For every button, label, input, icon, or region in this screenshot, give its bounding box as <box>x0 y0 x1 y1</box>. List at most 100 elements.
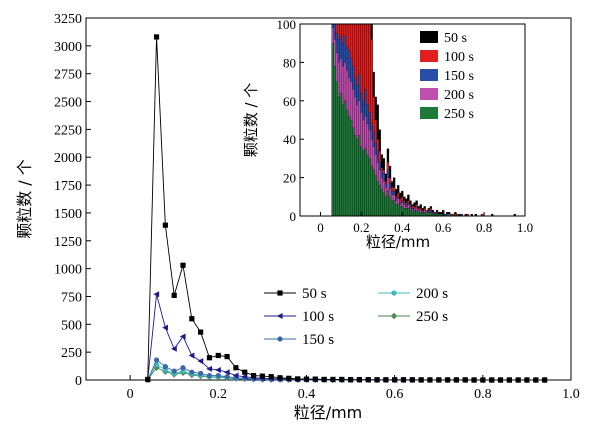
main-legend-marker <box>277 290 283 296</box>
inset-bar <box>380 188 383 217</box>
main-legend-item: 50 s <box>264 286 327 302</box>
data-point <box>224 354 230 360</box>
main-legend-item: 100 s <box>264 309 334 325</box>
inset-bar <box>352 127 355 217</box>
main-y-tick-label: 750 <box>61 290 82 305</box>
inset-legend-label: 100 s <box>444 50 474 65</box>
data-point <box>330 376 336 383</box>
inset-legend-item: 200 s <box>420 88 474 103</box>
inset-legend-label: 250 s <box>444 107 474 122</box>
main-y-tick-label: 500 <box>61 318 82 333</box>
inset-bar <box>364 148 367 217</box>
inset-bar <box>331 43 334 217</box>
data-point <box>453 377 459 383</box>
main-x-tick-label: 0.8 <box>474 387 492 402</box>
data-point <box>383 377 389 383</box>
inset-bar <box>421 212 424 217</box>
data-point <box>215 366 221 373</box>
inset-bar <box>378 185 381 217</box>
inset-bar <box>413 210 416 217</box>
inset-bar <box>419 212 422 217</box>
inset-legend-item: 100 s <box>420 50 474 65</box>
data-point <box>444 377 451 383</box>
inset-x-axis-label: 粒径/mm <box>366 233 430 251</box>
data-point <box>232 372 239 379</box>
inset-legend: 50 s 100 s 150 s 200 s 250 s <box>420 31 474 122</box>
data-point <box>198 370 204 376</box>
main-legend-label: 100 s <box>302 309 334 325</box>
inset-bar <box>411 212 414 217</box>
main-chart: 0250500750100012501500175020002250250027… <box>15 12 580 422</box>
inset-legend-item: 50 s <box>420 31 467 46</box>
inset-y-tick-label: 100 <box>277 17 297 32</box>
data-point <box>180 262 186 268</box>
inset-bar <box>407 208 410 217</box>
inset-bar <box>429 212 433 217</box>
series-50s <box>145 34 548 383</box>
inset-x-tick-label: 0.4 <box>394 220 411 235</box>
data-point <box>171 368 177 374</box>
main-y-tick-label: 1250 <box>54 235 82 250</box>
inset-bar <box>335 81 338 217</box>
data-point <box>515 377 521 383</box>
main-x-tick-label: 0.4 <box>298 387 316 402</box>
data-point <box>533 377 539 383</box>
main-legend-label: 150 s <box>302 332 334 348</box>
data-point <box>233 365 239 371</box>
inset-bar <box>337 96 341 217</box>
inset-bar <box>339 92 343 217</box>
data-point <box>339 376 345 383</box>
inset-bar <box>392 200 396 217</box>
inset-legend-swatch <box>420 88 438 100</box>
inset-bar <box>397 204 400 217</box>
data-point <box>215 352 221 359</box>
inset-x-tick-label: 1.0 <box>517 220 533 235</box>
inset-bar <box>349 119 353 217</box>
inset-bar <box>362 150 365 217</box>
inset-bar <box>370 165 373 217</box>
data-point <box>497 377 504 383</box>
inset-bar <box>386 190 390 217</box>
inset-bar <box>356 139 359 217</box>
data-point <box>268 374 274 380</box>
inset-bar <box>333 66 336 217</box>
main-y-tick-label: 1500 <box>54 207 82 222</box>
inset-bar <box>384 196 388 217</box>
data-point <box>480 377 486 383</box>
inset-bar <box>368 158 371 217</box>
data-point <box>198 329 204 335</box>
data-point <box>197 358 204 365</box>
inset-x-axis: 0 0.2 0.4 0.6 0.8 1.0 <box>317 212 533 235</box>
data-point <box>153 291 160 298</box>
main-y-tick-label: 2750 <box>54 68 82 83</box>
data-point <box>489 377 495 383</box>
data-point <box>347 377 354 383</box>
main-y-tick-label: 2250 <box>54 123 82 138</box>
main-legend-marker <box>391 290 397 296</box>
inset-bar <box>390 200 394 217</box>
inset-bar <box>347 116 351 217</box>
inset-bar <box>405 208 408 217</box>
inset-bar <box>343 100 347 217</box>
inset-bar <box>388 196 392 217</box>
main-y-tick-label: 250 <box>61 346 82 361</box>
inset-y-tick-label: 40 <box>283 132 296 147</box>
inset-bar <box>417 212 420 217</box>
data-point <box>189 316 195 322</box>
main-y-axis: 0 250 500 750 1000 1250 1500 1750 2000 2250 2500 27… <box>54 12 91 389</box>
inset-chart: 0 20 40 60 80 100 0 0.2 0.4 0.6 0.8 1.0 粒径/mm 颗粒数 … <box>242 17 533 251</box>
data-point <box>215 372 221 379</box>
main-legend-label: 200 s <box>416 286 448 302</box>
main-legend-item: 200 s <box>378 286 448 302</box>
data-point <box>462 377 468 383</box>
inset-bar <box>345 110 349 217</box>
inset-y-tick-label: 20 <box>283 171 296 186</box>
main-y-tick-label: 3250 <box>54 12 82 27</box>
main-y-tick-label: 2500 <box>54 96 82 111</box>
data-point <box>241 373 248 380</box>
data-point <box>436 377 442 383</box>
inset-legend-label: 200 s <box>444 88 474 103</box>
data-point <box>356 377 362 383</box>
